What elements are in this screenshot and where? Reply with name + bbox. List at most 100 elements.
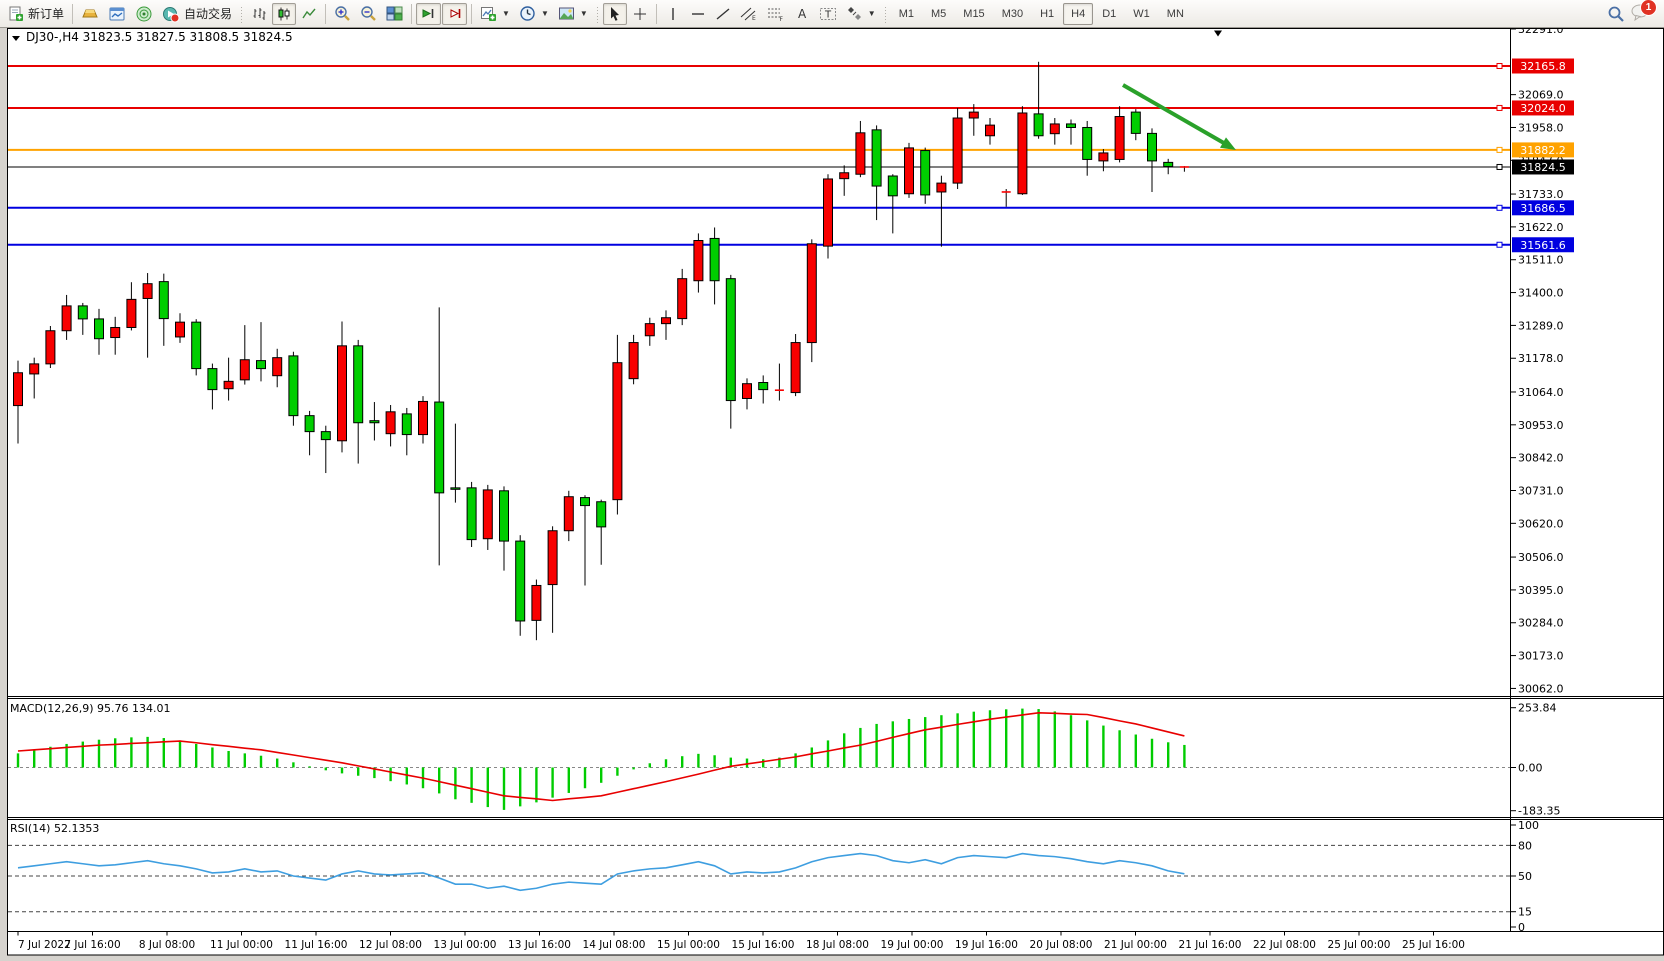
navigator-button[interactable] xyxy=(104,3,130,25)
svg-text:A: A xyxy=(798,7,807,21)
horizontal-lines xyxy=(8,63,1510,248)
hline-handle xyxy=(1496,146,1503,153)
periods-button[interactable]: ▼ xyxy=(515,3,553,25)
radar-icon xyxy=(136,6,152,21)
text-label-button[interactable]: T xyxy=(815,3,841,25)
svg-text:T: T xyxy=(824,9,832,20)
svg-text:E: E xyxy=(752,15,756,22)
timeframe-W1[interactable]: W1 xyxy=(1133,7,1150,20)
svg-text:30284.0: 30284.0 xyxy=(1518,617,1564,630)
indicators-button[interactable]: ▼ xyxy=(476,3,514,25)
timeframe-M1[interactable]: M1 xyxy=(898,7,914,20)
timeframe-M5[interactable]: M5 xyxy=(931,7,947,20)
channel-button[interactable]: E xyxy=(736,3,762,25)
svg-text:30173.0: 30173.0 xyxy=(1518,650,1564,663)
search-button[interactable] xyxy=(1603,3,1629,25)
dropdown-caret: ▼ xyxy=(867,9,876,18)
terminal-button[interactable] xyxy=(131,3,157,25)
zoom-out-button[interactable] xyxy=(356,3,381,25)
line-chart-button[interactable] xyxy=(297,3,321,25)
timeframe-H1[interactable]: H1 xyxy=(1040,7,1055,20)
bar-chart-button[interactable] xyxy=(247,3,271,25)
vertical-line-button[interactable] xyxy=(661,3,685,25)
trendline-button[interactable] xyxy=(711,3,735,25)
chart-shift-icon xyxy=(450,9,461,18)
hline-handle xyxy=(1496,163,1503,170)
notifications-button[interactable]: 1 xyxy=(1630,0,1657,24)
text-icon: A xyxy=(798,7,807,21)
svg-text:0: 0 xyxy=(1518,921,1525,934)
svg-text:32165.8: 32165.8 xyxy=(1520,60,1566,73)
chart-shift-button[interactable] xyxy=(442,2,468,25)
svg-text:31178.0: 31178.0 xyxy=(1518,352,1564,365)
svg-text:31622.0: 31622.0 xyxy=(1518,221,1564,234)
svg-text:21 Jul 00:00: 21 Jul 00:00 xyxy=(1104,939,1167,951)
auto-scroll-button[interactable] xyxy=(416,2,442,25)
svg-text:F: F xyxy=(779,16,783,22)
cursor-arrow-icon xyxy=(610,6,619,21)
zoom-in-icon xyxy=(335,6,350,21)
indicators-add-icon xyxy=(481,7,497,21)
timeframe-group: M1 M5 M15 M30 H1 H4 D1 W1 MN xyxy=(891,2,1192,25)
search-icon xyxy=(1608,6,1624,22)
autotrading-label: 自动交易 xyxy=(184,7,233,21)
tile-windows-button[interactable] xyxy=(382,3,407,25)
hline-handle xyxy=(1496,241,1503,248)
svg-text:30620.0: 30620.0 xyxy=(1518,517,1564,530)
zoom-in-button[interactable] xyxy=(330,3,355,25)
templates-button[interactable]: ▼ xyxy=(554,3,592,25)
svg-text:12 Jul 08:00: 12 Jul 08:00 xyxy=(359,939,422,951)
main-toolbar: 新订单 自动交易 xyxy=(0,0,1664,28)
vertical-line-icon xyxy=(672,7,674,20)
clock-icon xyxy=(520,6,535,21)
price-tag-31686.5 xyxy=(1512,200,1574,216)
price-tag-32165.8 xyxy=(1512,58,1574,74)
shapes-button[interactable]: ▼ xyxy=(842,3,880,25)
svg-text:21 Jul 16:00: 21 Jul 16:00 xyxy=(1179,939,1242,951)
text-button[interactable]: A xyxy=(790,3,814,25)
macd-signal-line xyxy=(17,712,1185,802)
timeframe-M15[interactable]: M15 xyxy=(963,7,985,20)
equidistant-channel-icon: E xyxy=(740,7,756,22)
svg-text:15 Jul 16:00: 15 Jul 16:00 xyxy=(732,939,795,951)
timeframe-MN[interactable]: MN xyxy=(1166,7,1184,20)
svg-text:31289.0: 31289.0 xyxy=(1518,319,1564,332)
auto-scroll-icon xyxy=(422,9,434,18)
horizontal-line-button[interactable] xyxy=(686,3,710,25)
svg-text:18 Jul 08:00: 18 Jul 08:00 xyxy=(806,939,869,951)
svg-text:25 Jul 00:00: 25 Jul 00:00 xyxy=(1328,939,1391,951)
new-order-button[interactable]: 新订单 xyxy=(4,3,68,25)
template-image-icon xyxy=(558,7,574,20)
svg-text:31511.0: 31511.0 xyxy=(1518,254,1564,267)
timeframe-M30[interactable]: M30 xyxy=(1001,7,1024,20)
toolbar-grip xyxy=(594,4,600,23)
svg-text:8 Jul 08:00: 8 Jul 08:00 xyxy=(139,939,195,951)
shift-marker-icon xyxy=(1214,30,1222,37)
crosshair-button[interactable] xyxy=(628,3,652,25)
line-chart-icon xyxy=(302,8,316,18)
rsi-pane xyxy=(8,844,1510,913)
zoom-out-icon xyxy=(361,6,376,21)
new-order-icon xyxy=(9,6,23,21)
svg-text:253.84: 253.84 xyxy=(1518,702,1557,715)
toolbar-grip xyxy=(882,4,888,23)
candlestick-chart-button[interactable] xyxy=(272,2,297,25)
svg-text:19 Jul 00:00: 19 Jul 00:00 xyxy=(881,939,944,951)
timeframe-H4[interactable]: H4 xyxy=(1063,2,1094,25)
collapse-triangle-icon xyxy=(12,36,20,41)
market-watch-button[interactable] xyxy=(77,3,103,25)
horizontal-line-icon xyxy=(691,12,704,15)
price-tags: 32165.8 32024.0 31882.2 31824.5 31686.5 31561… xyxy=(1512,58,1574,253)
svg-text:32024.0: 32024.0 xyxy=(1520,102,1566,115)
fibonacci-button[interactable]: F xyxy=(763,3,789,25)
autotrading-button[interactable]: 自动交易 xyxy=(158,3,236,25)
separator xyxy=(655,3,657,24)
cursor-button[interactable] xyxy=(602,2,627,25)
svg-text:15: 15 xyxy=(1518,906,1532,919)
price-tag-31561.6 xyxy=(1512,237,1574,253)
separator xyxy=(325,3,327,24)
timeframe-D1[interactable]: D1 xyxy=(1102,7,1117,20)
